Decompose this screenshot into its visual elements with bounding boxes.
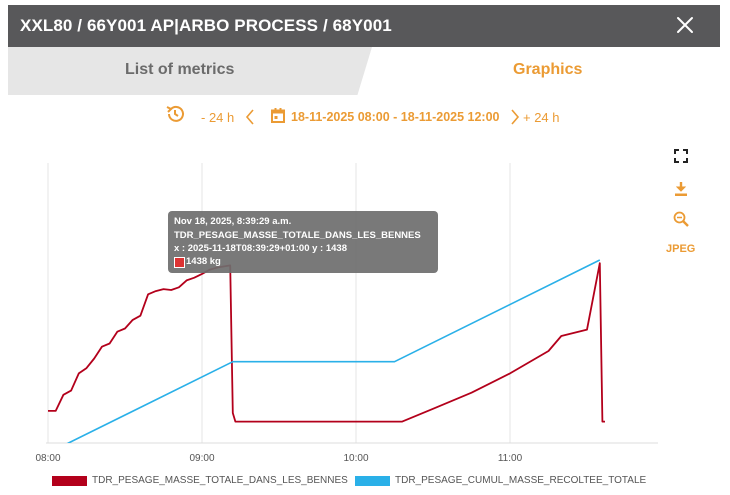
tooltip-title: Nov 18, 2025, 8:39:29 a.m. [174, 216, 292, 227]
download-icon[interactable] [674, 181, 688, 196]
dialog-title: XXL80 / 66Y001 AP|ARBO PROCESS / 68Y001 [20, 16, 392, 35]
series-line-1[interactable] [48, 262, 605, 423]
close-icon[interactable] [674, 14, 696, 36]
chevron-right-icon[interactable] [509, 108, 521, 126]
chart: 08:00 09:00 10:00 11:00 [35, 163, 658, 464]
chart-tooltip: Nov 18, 2025, 8:39:29 a.m. TDR_PESAGE_MA… [168, 211, 438, 273]
legend-swatch-1[interactable] [52, 476, 87, 486]
legend-label-1[interactable]: TDR_PESAGE_MASSE_TOTALE_DANS_LES_BENNES [92, 475, 348, 486]
series-line-2[interactable] [48, 259, 601, 454]
tab-bar: List of metrics Graphics [8, 47, 720, 95]
dialog-titlebar: XXL80 / 66Y001 AP|ARBO PROCESS / 68Y001 [8, 5, 720, 47]
legend-label-2[interactable]: TDR_PESAGE_CUMUL_MASSE_RECOLTEE_TOTALE [395, 475, 647, 486]
date-range-label[interactable]: 18-11-2025 08:00 - 18-11-2025 12:00 [291, 110, 500, 124]
legend-swatch-2[interactable] [355, 476, 390, 486]
next-24h-button[interactable]: + 24 h [523, 110, 560, 125]
tooltip-value: 1438 kg [186, 256, 221, 267]
tooltip-swatch [174, 257, 185, 268]
jpeg-button[interactable]: JPEG [666, 243, 696, 255]
x-tick-label: 09:00 [189, 453, 214, 464]
metrics-dialog: XXL80 / 66Y001 AP|ARBO PROCESS / 68Y001 … [8, 5, 720, 495]
prev-24h-button[interactable]: - 24 h [201, 110, 235, 125]
calendar-icon[interactable] [271, 108, 285, 123]
x-tick-label: 08:00 [35, 453, 60, 464]
tooltip-detail: x : 2025-11-18T08:39:29+01:00 y : 1438 [174, 243, 347, 254]
zoom-icon[interactable] [673, 211, 689, 227]
date-navigation: - 24 h 18-11-2025 08:00 - 18-11-2025 12:… [8, 101, 720, 131]
chevron-left-icon[interactable] [244, 108, 256, 126]
x-tick-label: 11:00 [498, 453, 523, 464]
history-icon[interactable] [164, 103, 186, 125]
tooltip-series: TDR_PESAGE_MASSE_TOTALE_DANS_LES_BENNES [174, 230, 421, 241]
tab-graphics-label: Graphics [513, 61, 583, 78]
tab-list-of-metrics-label: List of metrics [125, 61, 235, 78]
tab-list-of-metrics[interactable]: List of metrics [8, 47, 372, 95]
fullscreen-icon[interactable] [674, 149, 688, 163]
x-tick-label: 10:00 [343, 453, 368, 464]
